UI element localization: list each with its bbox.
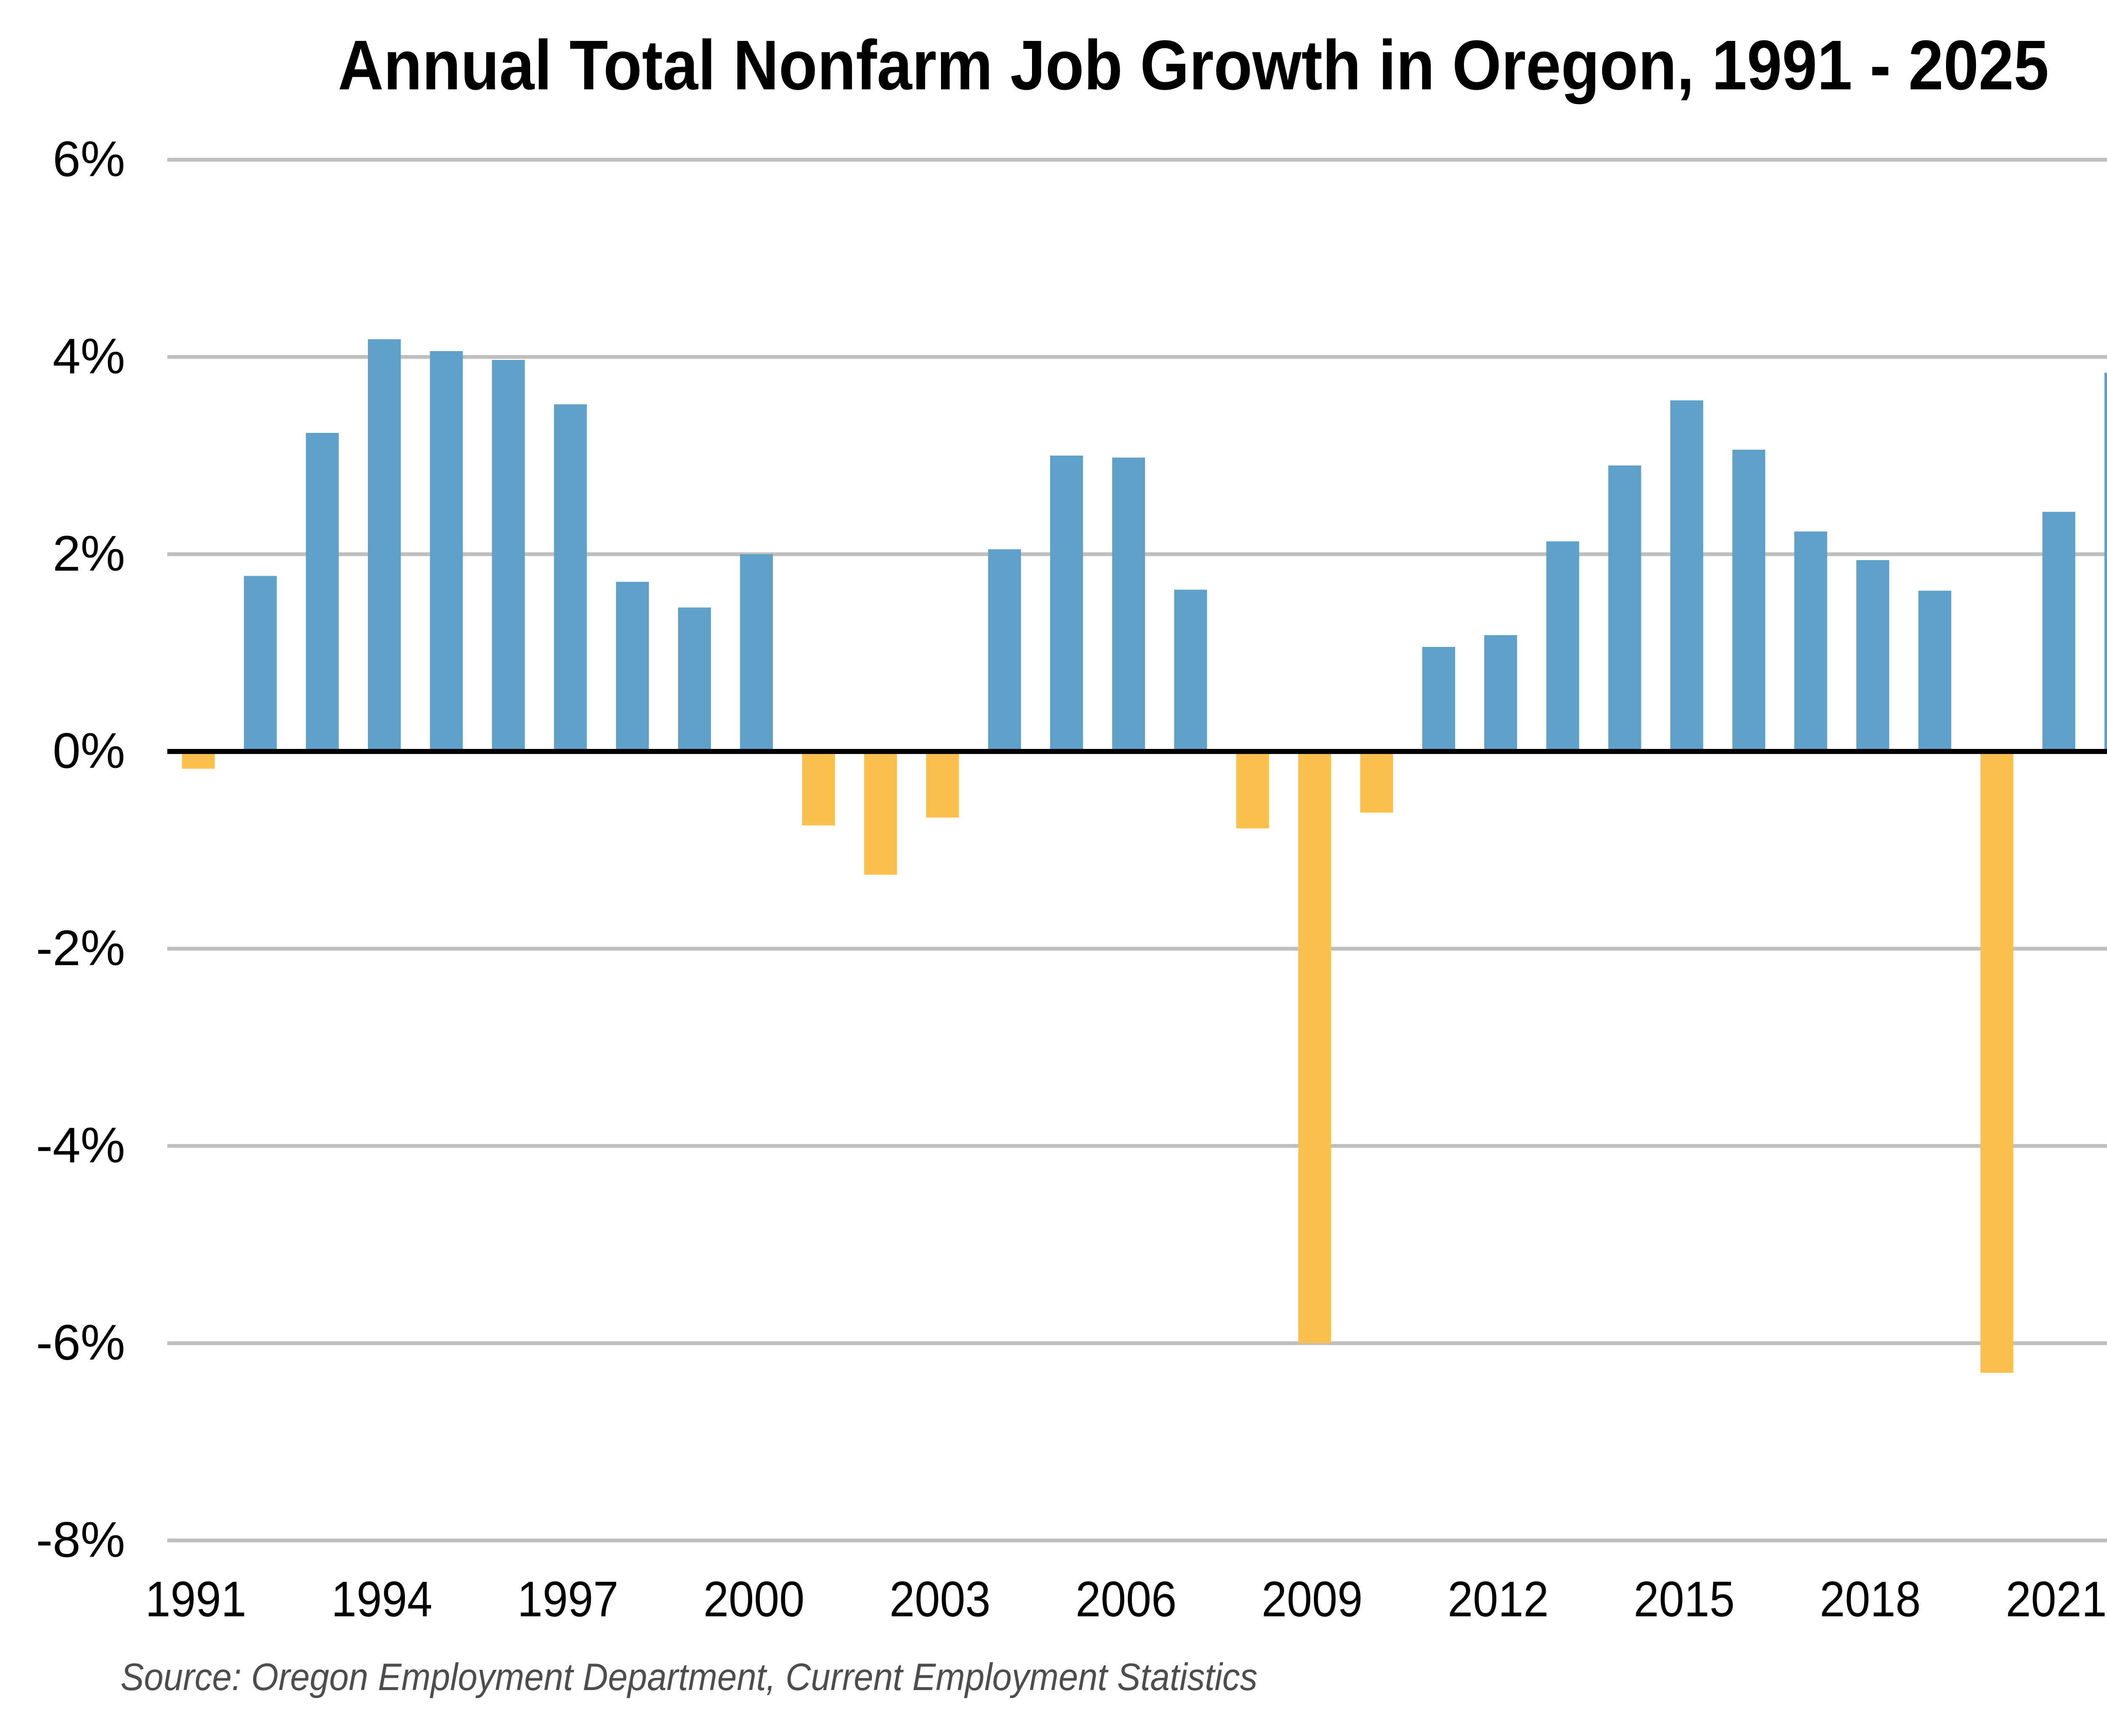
svg-text:6%: 6% <box>53 131 125 187</box>
svg-text:2015: 2015 <box>1634 1571 1735 1627</box>
svg-text:1991: 1991 <box>145 1571 247 1627</box>
svg-text:1997: 1997 <box>517 1571 619 1627</box>
svg-text:4%: 4% <box>53 328 125 384</box>
svg-text:-4%: -4% <box>36 1117 125 1173</box>
svg-text:Source: Oregon Employment Depa: Source: Oregon Employment Department, Cu… <box>121 1656 1257 1698</box>
svg-text:2006: 2006 <box>1075 1571 1177 1627</box>
svg-text:2012: 2012 <box>1448 1571 1549 1627</box>
svg-text:2018: 2018 <box>1820 1571 1921 1627</box>
svg-text:2021: 2021 <box>2006 1571 2107 1627</box>
svg-text:2000: 2000 <box>703 1571 804 1627</box>
svg-text:Annual Total Nonfarm Job Growt: Annual Total Nonfarm Job Growth in Orego… <box>338 26 2049 105</box>
svg-text:2003: 2003 <box>890 1571 991 1627</box>
svg-text:2%: 2% <box>53 526 125 582</box>
svg-text:-6%: -6% <box>36 1315 125 1371</box>
svg-text:2009: 2009 <box>1262 1571 1363 1627</box>
svg-text:-2%: -2% <box>36 920 125 976</box>
svg-text:1994: 1994 <box>331 1571 432 1627</box>
svg-text:0%: 0% <box>53 723 125 779</box>
svg-text:-8%: -8% <box>36 1512 125 1568</box>
